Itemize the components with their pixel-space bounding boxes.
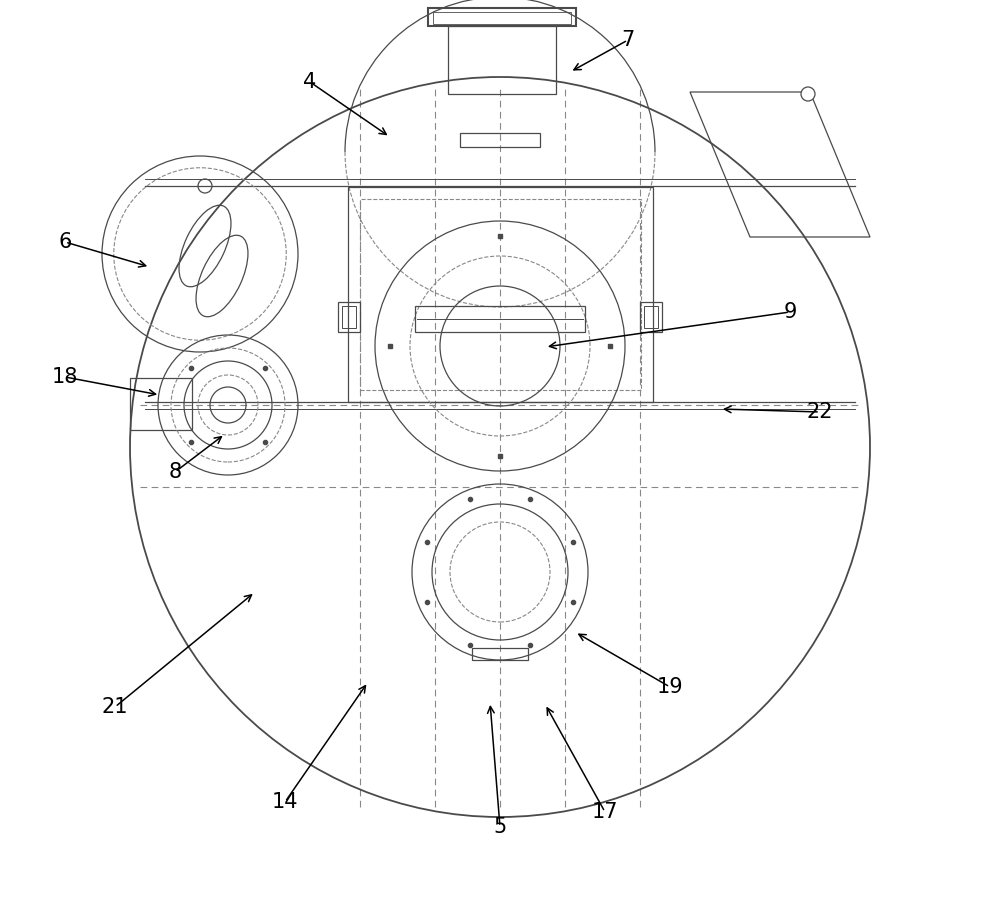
Bar <box>448 26 556 94</box>
Bar <box>342 306 356 328</box>
Bar <box>433 12 571 24</box>
Bar <box>640 302 662 332</box>
Text: 9: 9 <box>783 302 797 322</box>
Bar <box>348 187 653 402</box>
Text: 14: 14 <box>272 792 298 812</box>
Bar <box>460 133 540 147</box>
Bar <box>415 306 585 332</box>
Text: 7: 7 <box>621 30 635 50</box>
Text: 4: 4 <box>303 72 317 92</box>
Text: 8: 8 <box>168 462 182 482</box>
Bar <box>472 648 528 660</box>
Text: 22: 22 <box>807 402 833 422</box>
Bar <box>360 199 641 390</box>
Bar <box>644 306 658 328</box>
Bar <box>428 8 576 26</box>
Text: 18: 18 <box>52 367 78 387</box>
Bar <box>130 378 192 430</box>
Text: 17: 17 <box>592 802 618 822</box>
Text: 21: 21 <box>102 697 128 717</box>
Text: 5: 5 <box>493 817 507 837</box>
Text: 19: 19 <box>657 677 683 697</box>
Bar <box>338 302 360 332</box>
Text: 6: 6 <box>58 232 72 252</box>
Circle shape <box>801 87 815 101</box>
